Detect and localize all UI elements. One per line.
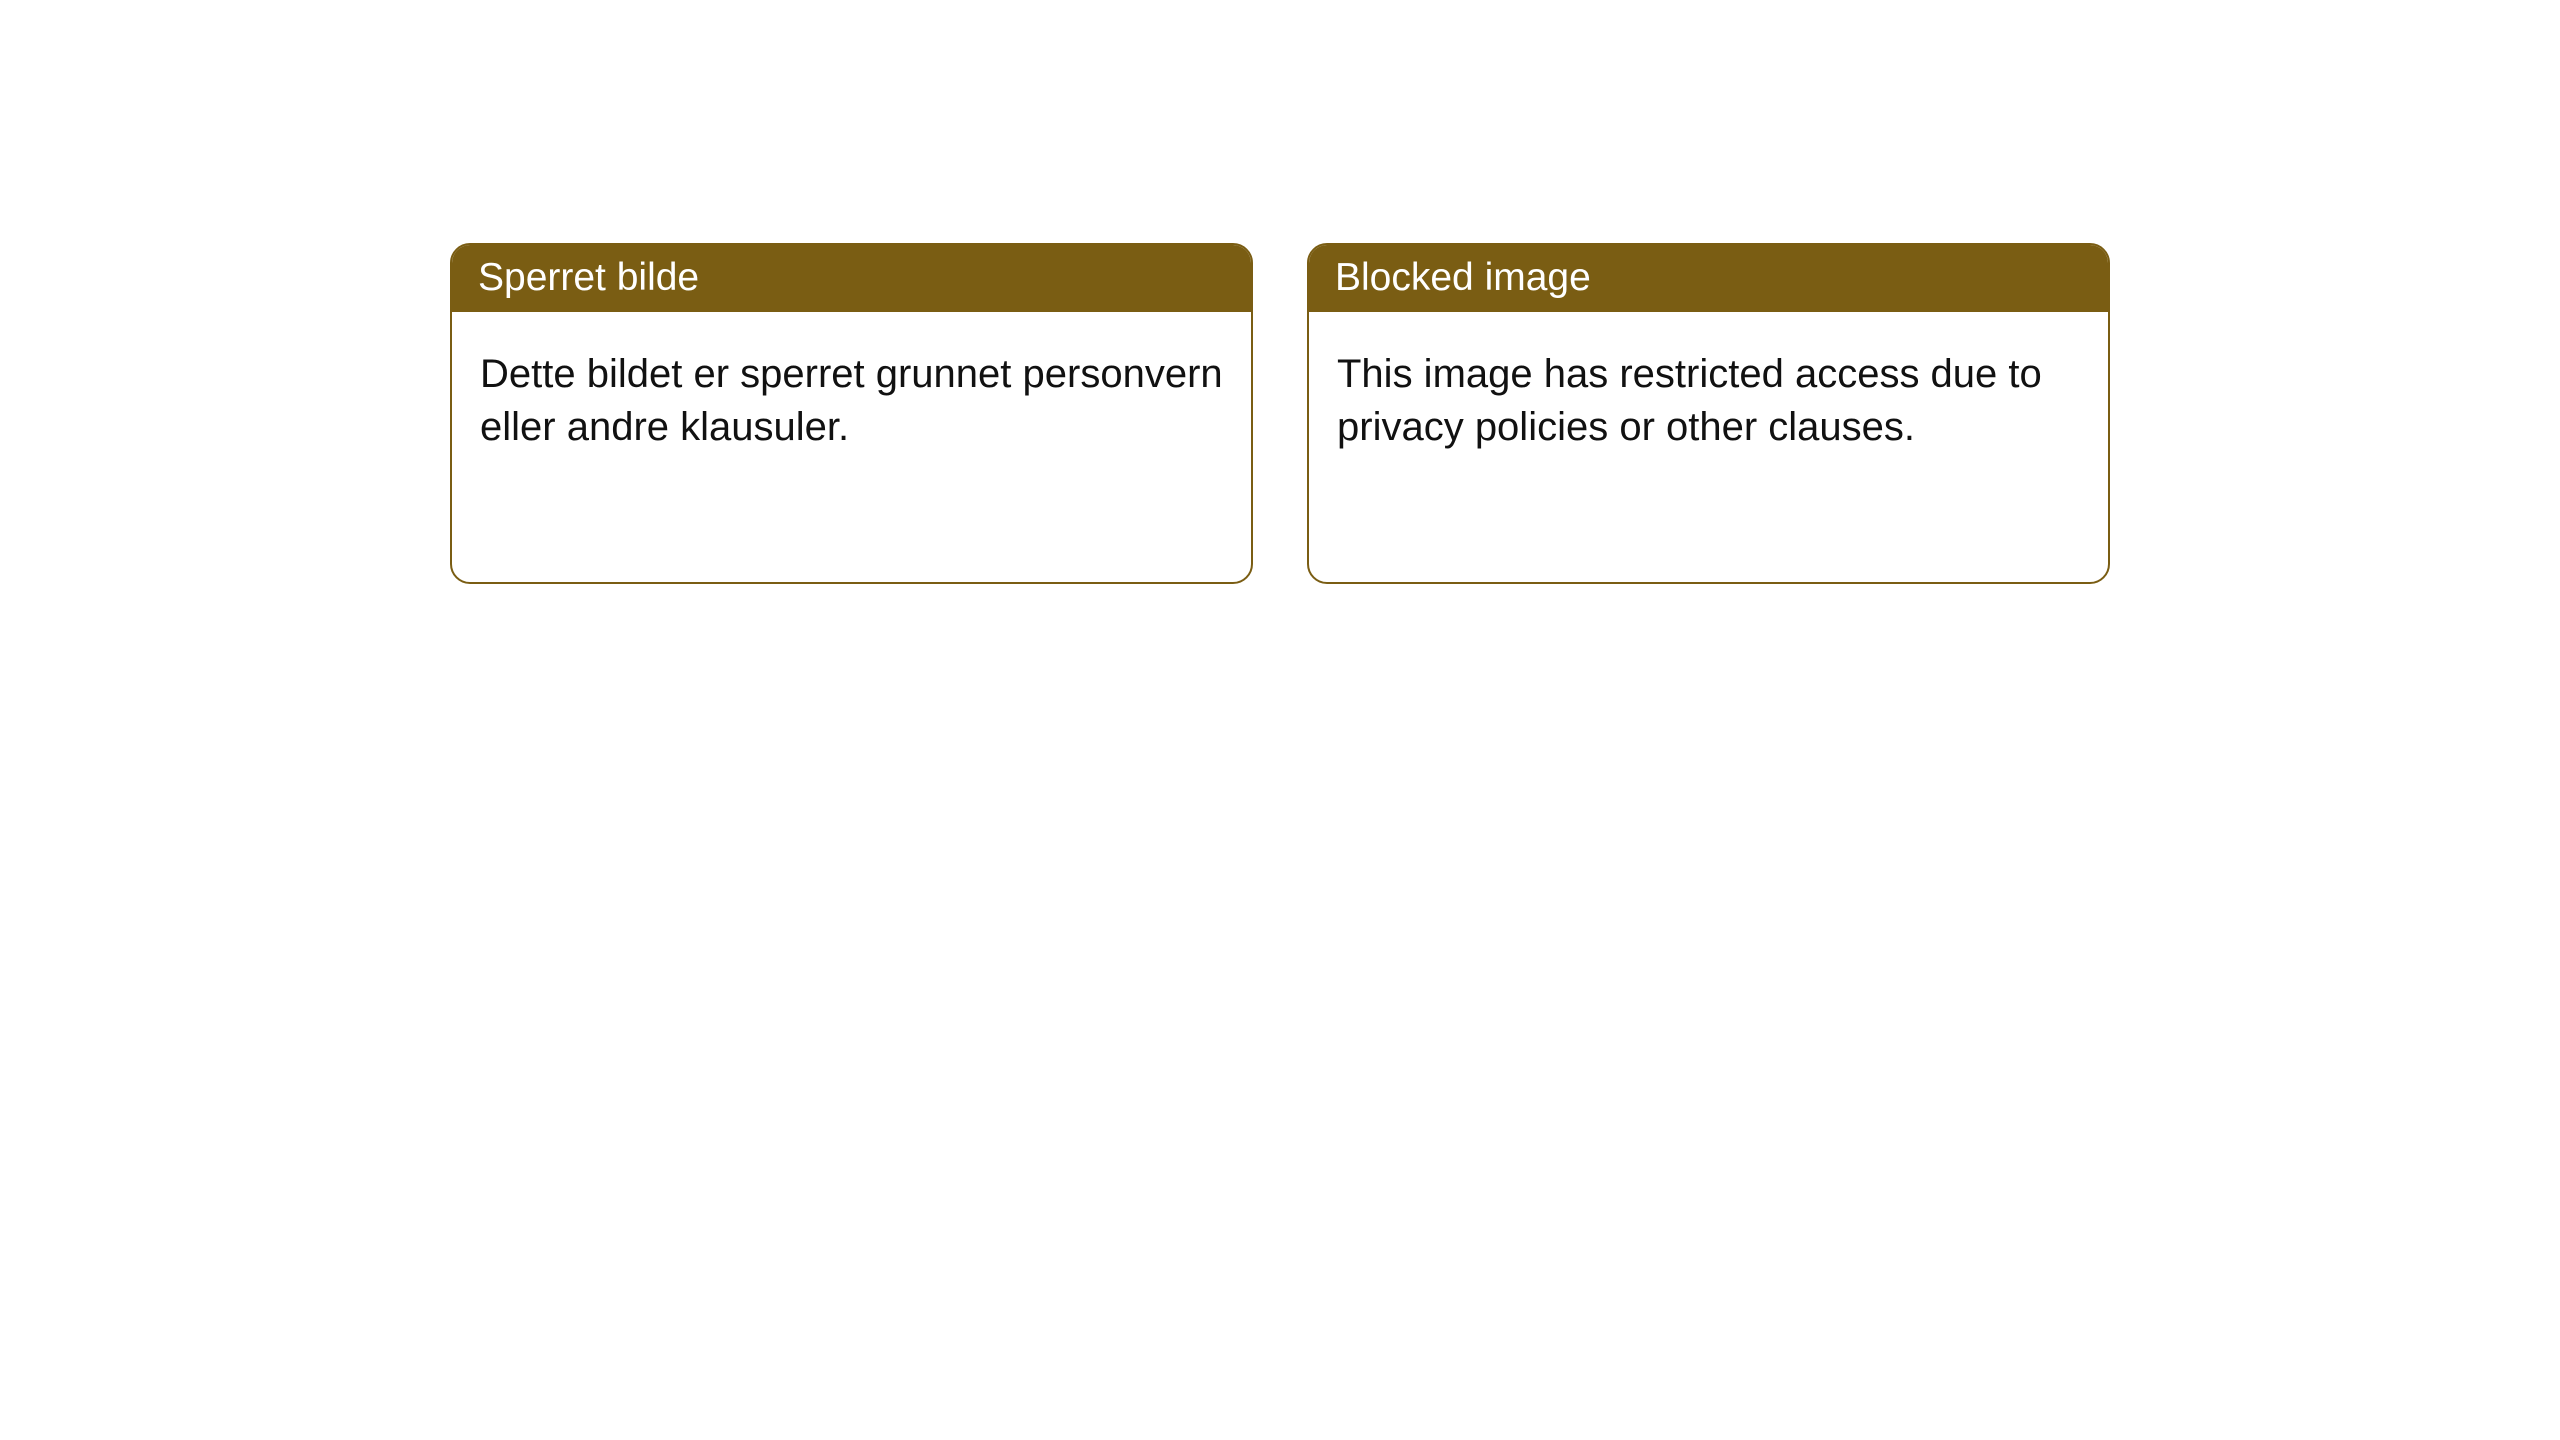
- blocked-image-card-en: Blocked image This image has restricted …: [1307, 243, 2110, 584]
- card-title: Blocked image: [1335, 256, 1591, 299]
- card-title: Sperret bilde: [478, 256, 699, 299]
- card-body: Dette bildet er sperret grunnet personve…: [452, 312, 1251, 582]
- card-text: This image has restricted access due to …: [1337, 348, 2080, 454]
- card-text: Dette bildet er sperret grunnet personve…: [480, 348, 1223, 454]
- card-body: This image has restricted access due to …: [1309, 312, 2108, 582]
- blocked-image-card-no: Sperret bilde Dette bildet er sperret gr…: [450, 243, 1253, 584]
- cards-container: Sperret bilde Dette bildet er sperret gr…: [0, 0, 2560, 584]
- card-header: Blocked image: [1309, 245, 2108, 312]
- card-header: Sperret bilde: [452, 245, 1251, 312]
